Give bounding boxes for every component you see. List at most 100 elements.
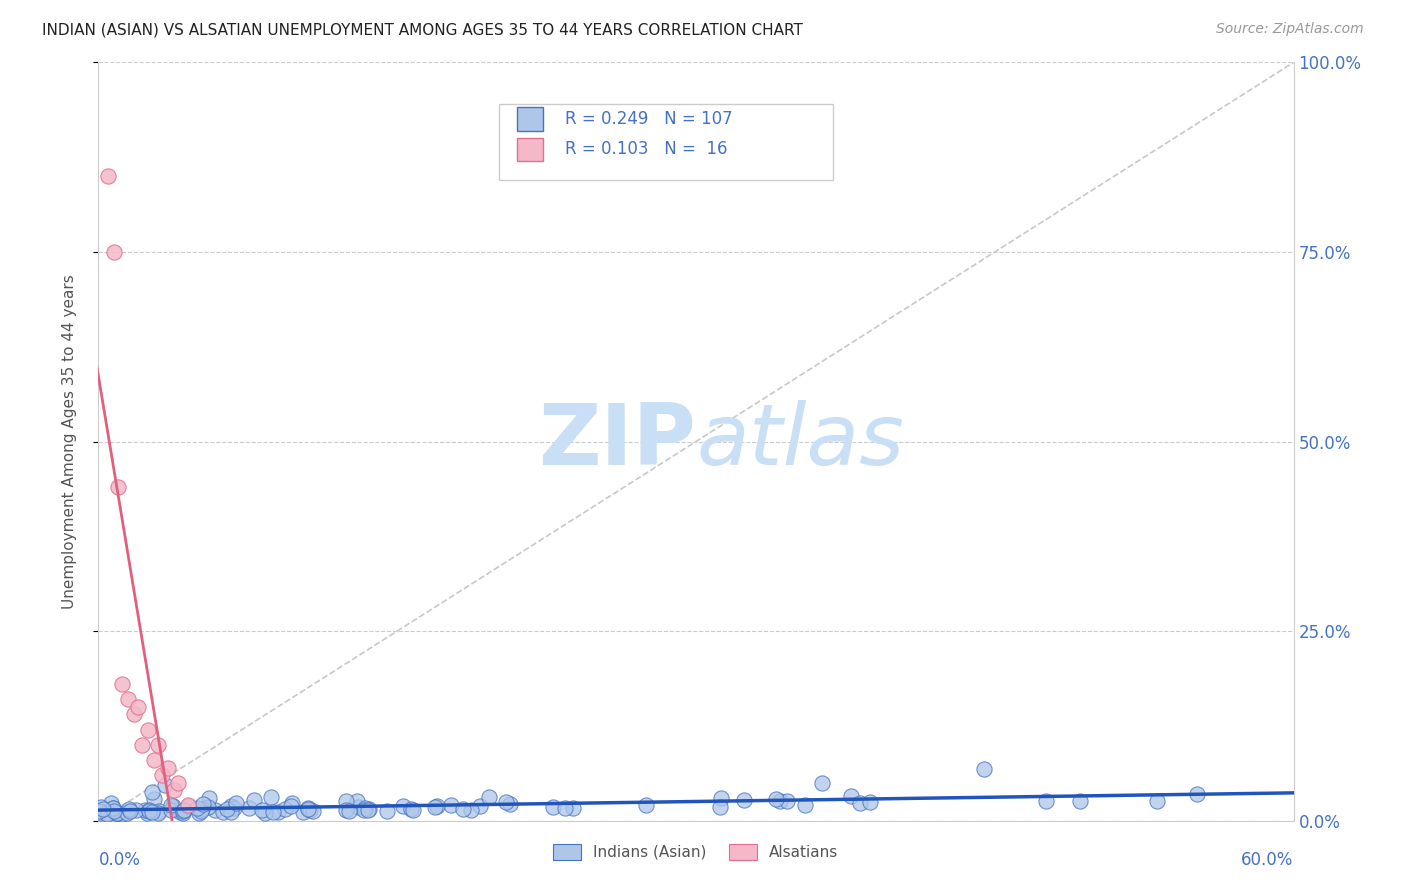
Point — [495, 796, 517, 810]
Point — [103, 801, 125, 815]
Point — [219, 798, 242, 813]
Point — [337, 804, 360, 818]
Point — [131, 738, 153, 752]
Y-axis label: Unemployment Among Ages 35 to 44 years: Unemployment Among Ages 35 to 44 years — [62, 274, 77, 609]
Text: R = 0.103   N =  16: R = 0.103 N = 16 — [565, 140, 727, 158]
Point — [134, 803, 156, 817]
Point — [541, 800, 564, 814]
Point — [225, 796, 247, 810]
Point — [973, 762, 995, 776]
Point — [104, 806, 127, 821]
Point — [297, 802, 319, 816]
Point — [125, 803, 148, 817]
Point — [150, 768, 173, 782]
Text: Source: ZipAtlas.com: Source: ZipAtlas.com — [1216, 22, 1364, 37]
Point — [186, 801, 208, 815]
Point — [103, 804, 125, 818]
Point — [155, 778, 177, 792]
Point — [346, 800, 368, 814]
Point — [1146, 794, 1168, 808]
Point — [118, 804, 141, 818]
Point — [212, 805, 235, 819]
Point — [353, 800, 375, 814]
Point — [169, 805, 191, 820]
Point — [224, 800, 246, 814]
Point — [138, 803, 160, 817]
Point — [554, 800, 576, 814]
Point — [423, 800, 446, 814]
Point — [96, 805, 118, 820]
Point — [298, 804, 321, 818]
Point — [353, 803, 375, 817]
Point — [143, 753, 166, 767]
Point — [849, 796, 872, 810]
Point — [136, 806, 159, 821]
Point — [159, 803, 181, 817]
Point — [775, 794, 797, 808]
Point — [115, 805, 138, 820]
Text: atlas: atlas — [696, 400, 904, 483]
Point — [173, 803, 195, 817]
Point — [260, 790, 283, 805]
Point — [335, 803, 357, 817]
Point — [89, 805, 111, 820]
Point — [96, 807, 118, 822]
Point — [1069, 794, 1091, 808]
Point — [215, 802, 238, 816]
Point — [402, 803, 425, 817]
Point — [252, 803, 274, 817]
Point — [810, 776, 832, 790]
Point — [146, 805, 169, 820]
Point — [190, 805, 212, 819]
Point — [148, 738, 170, 752]
Point — [159, 797, 181, 812]
Point — [219, 805, 242, 819]
Point — [453, 802, 475, 816]
Point — [401, 802, 423, 816]
Point — [107, 806, 129, 821]
FancyBboxPatch shape — [517, 107, 543, 130]
Text: INDIAN (ASIAN) VS ALSATIAN UNEMPLOYMENT AMONG AGES 35 TO 44 YEARS CORRELATION CH: INDIAN (ASIAN) VS ALSATIAN UNEMPLOYMENT … — [42, 22, 803, 37]
Point — [392, 798, 415, 813]
Point — [172, 805, 194, 819]
Point — [87, 804, 110, 818]
Point — [157, 760, 180, 774]
Point — [709, 800, 731, 814]
Point — [281, 796, 304, 810]
Point — [127, 699, 149, 714]
FancyBboxPatch shape — [499, 104, 834, 180]
Point — [124, 707, 146, 722]
Point — [204, 803, 226, 817]
Point — [100, 796, 122, 810]
Point — [460, 803, 482, 817]
Point — [859, 795, 882, 809]
Point — [105, 805, 128, 820]
Text: 0.0%: 0.0% — [98, 851, 141, 869]
Point — [710, 791, 733, 805]
Point — [167, 776, 190, 790]
Point — [148, 804, 170, 818]
Point — [794, 797, 817, 812]
Point — [280, 799, 302, 814]
Text: ZIP: ZIP — [538, 400, 696, 483]
Point — [138, 804, 160, 818]
Point — [197, 799, 219, 814]
Point — [301, 805, 323, 819]
Point — [111, 677, 134, 691]
Point — [769, 794, 792, 808]
Point — [136, 723, 159, 737]
Point — [440, 797, 463, 812]
Point — [357, 803, 380, 817]
Legend: Indians (Asian), Alsatians: Indians (Asian), Alsatians — [547, 838, 845, 866]
Point — [243, 793, 266, 807]
Point — [97, 169, 120, 184]
Point — [141, 785, 163, 799]
Point — [141, 805, 163, 819]
Point — [254, 805, 277, 820]
Text: R = 0.249   N = 107: R = 0.249 N = 107 — [565, 110, 733, 128]
Point — [267, 805, 290, 819]
Point — [470, 799, 492, 814]
Point — [1035, 794, 1057, 808]
Point — [172, 806, 194, 821]
Point — [359, 802, 381, 816]
